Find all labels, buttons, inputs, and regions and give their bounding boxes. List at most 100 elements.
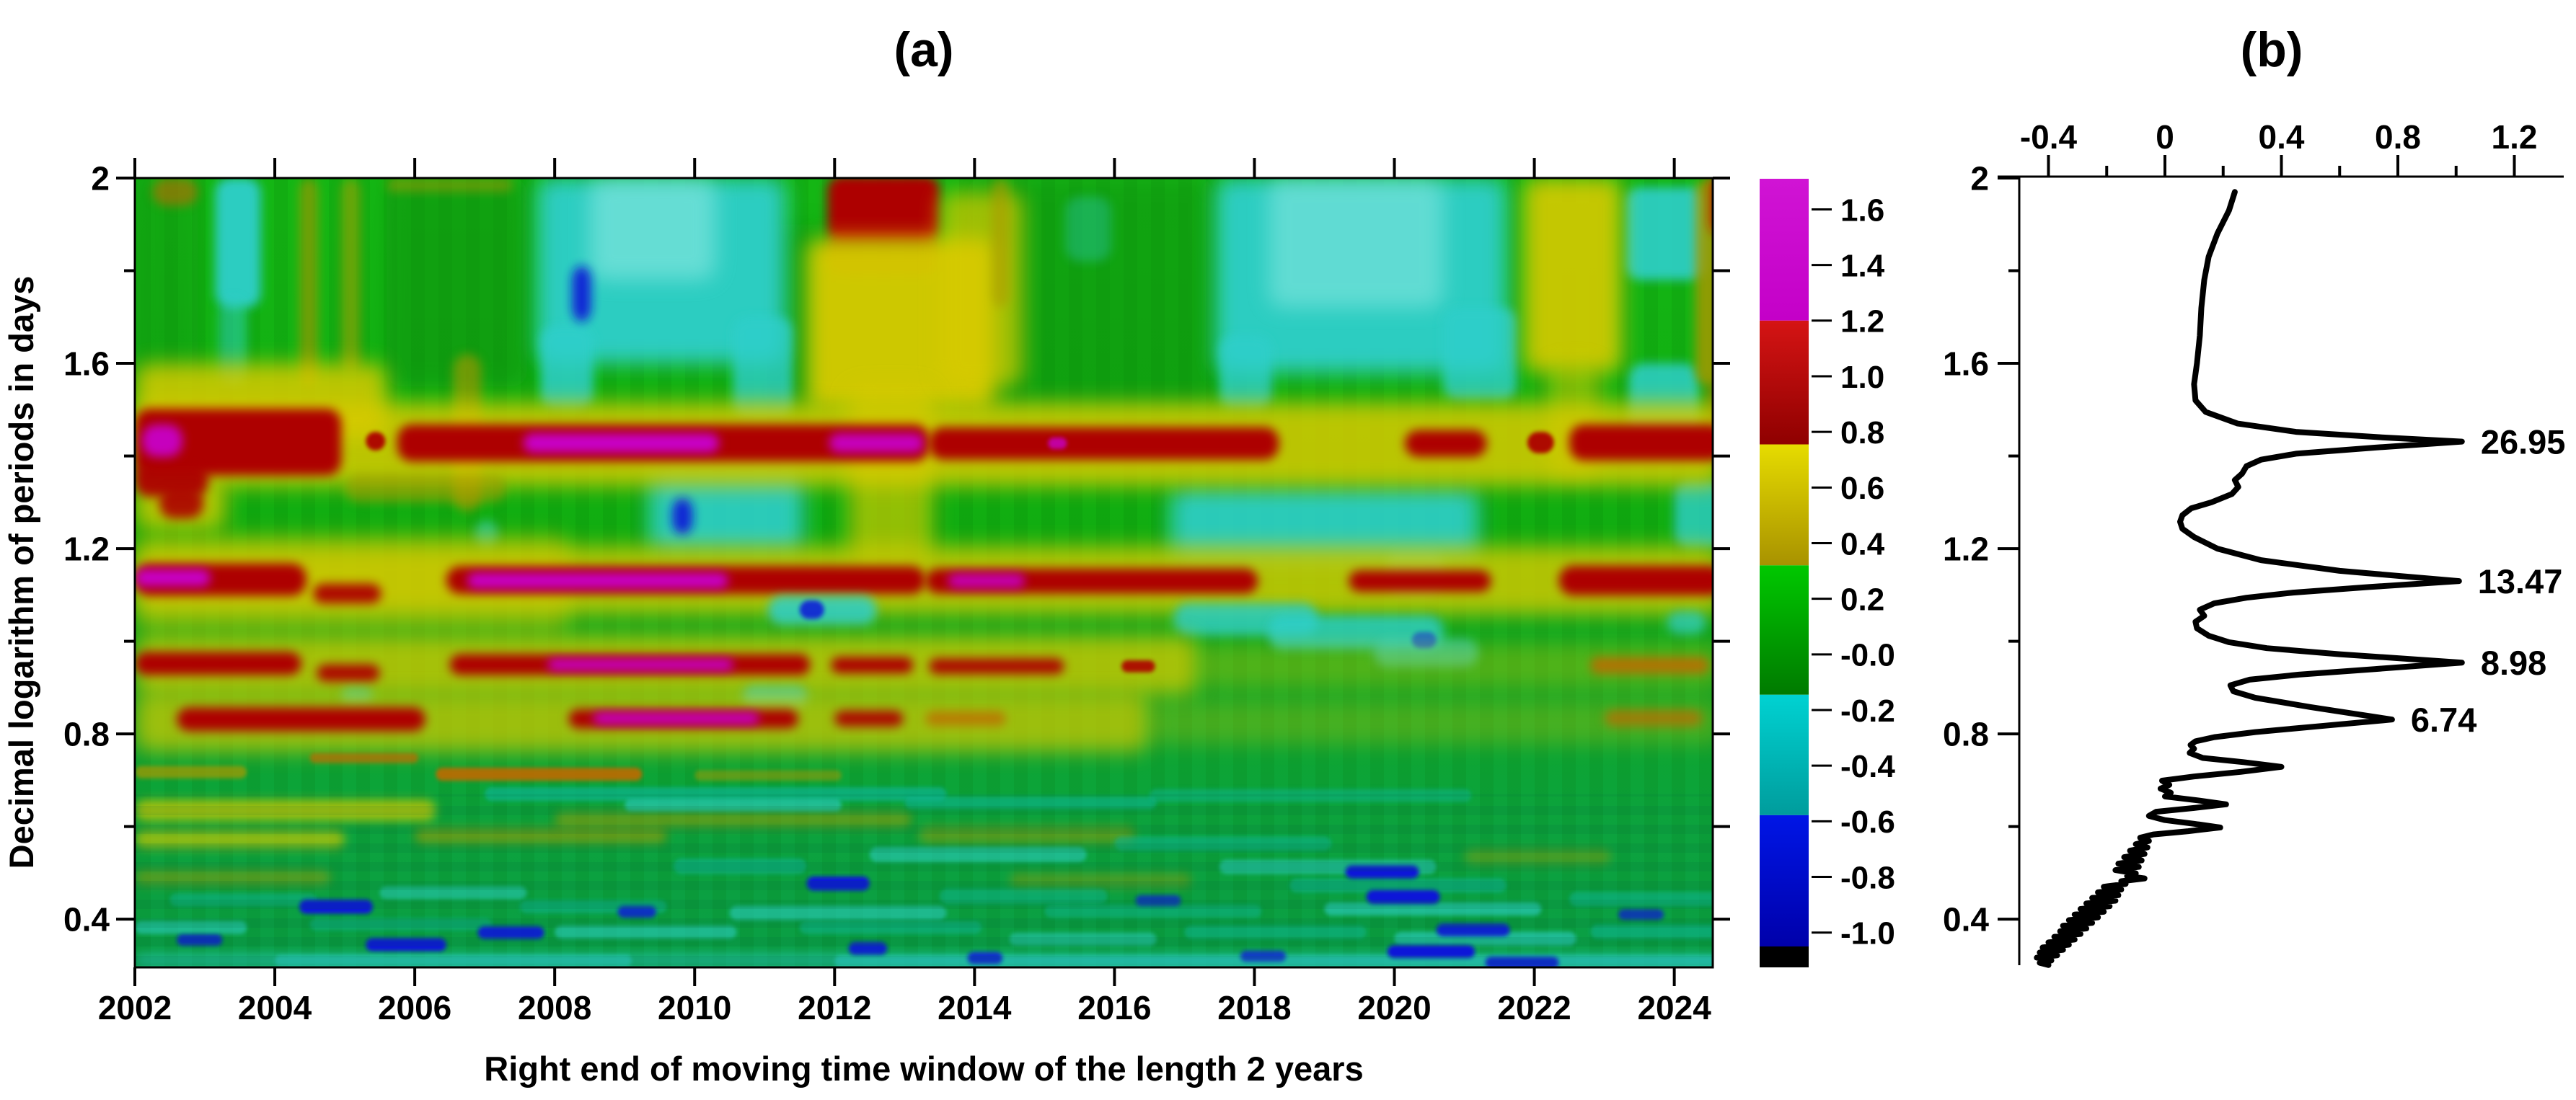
heatmap-feature-olive: [135, 766, 247, 779]
panel-a-heatmap-group: [135, 178, 1713, 967]
heatmap-feature-darkred: [366, 432, 386, 451]
heatmap-feature-blue: [572, 266, 591, 322]
panel-b-y-tick-label: 1.2: [1943, 531, 1989, 568]
heatmap-feature-cyan: [215, 178, 261, 308]
panel-a-x-tick-label: 2012: [798, 989, 871, 1026]
colorbar-band: [1760, 565, 1809, 695]
panel-a-x-tick-label: 2008: [518, 989, 591, 1026]
panel-a-x-tick-label: 2024: [1637, 989, 1711, 1026]
colorbar-band: [1760, 179, 1809, 321]
panel-b-title: (b): [2241, 22, 2303, 77]
peak-label: 8.98: [2481, 644, 2546, 682]
heatmap-feature-magenta: [523, 433, 720, 453]
heatmap-feature-olive: [1695, 178, 1713, 387]
heatmap-feature-magenta: [948, 573, 1025, 588]
panel-a-x-axis-label: Right end of moving time window of the l…: [484, 1050, 1363, 1088]
colorbar-tick-label: 0.6: [1840, 471, 1884, 506]
heatmap-feature-darkred: [177, 707, 425, 732]
heatmap-clipped: [135, 178, 1713, 967]
panel-b-x-tick-label: 1.2: [2492, 118, 2538, 156]
panel-a-x-tick-label: 2010: [658, 989, 731, 1026]
panel-a-x-tick-label: 2022: [1497, 989, 1571, 1026]
heatmap-feature-green_dark: [387, 178, 527, 387]
heatmap-feature-magenta: [1048, 437, 1067, 449]
heatmap-feature-yellow: [135, 534, 569, 632]
heatmap-feature-olive: [299, 178, 319, 387]
colorbar-band: [1760, 815, 1809, 946]
heatmap-feature-darkred: [1569, 424, 1713, 461]
panel-a-axes: 2002 2004 2006 2008 2010 2012 2014 2016 2018 2020…: [63, 158, 1730, 1026]
heatmap-feature-orange: [925, 711, 1007, 726]
peak-label: 6.74: [2411, 701, 2476, 739]
heatmap-feature-cyan: [1065, 196, 1111, 262]
panel-a-y-tick-label: 0.4: [63, 901, 110, 939]
peak-label: 26.95: [2481, 423, 2566, 461]
heatmap-feature-cyan: [1443, 307, 1517, 401]
panel-a-x-tick-label: 2020: [1357, 989, 1431, 1026]
heatmap-feature-green_dark: [135, 178, 198, 387]
panel-a-x-tick-label: 2018: [1217, 989, 1291, 1026]
heatmap-feature-orange: [436, 768, 643, 781]
panel-b-spectrum: -0.4 0 0.4 0.8 1.2 2 1.6 1.2 0.8 0.4 26.95 13.47 8.9…: [1943, 118, 2566, 968]
heatmap-feature-green_dark: [967, 178, 1213, 410]
heatmap-feature-darkred: [313, 583, 381, 603]
heatmap-feature-darkred: [1527, 432, 1554, 453]
heatmap-feature-blue: [799, 600, 824, 619]
panel-a-x-tick-label: 2014: [938, 989, 1012, 1026]
panel-b-x-tick-label: -0.4: [2020, 118, 2078, 156]
heatmap-feature-yellow: [1198, 643, 1713, 689]
heatmap-feature-darkred: [317, 664, 380, 683]
heatmap-feature-olive: [341, 178, 361, 373]
colorbar-tick-label: 0.2: [1840, 582, 1884, 618]
spectrum-curve: [2034, 189, 2465, 968]
heatmap-feature-darkred: [135, 463, 208, 497]
panel-a-y-axis-label: Decimal logarithm of periods in days: [2, 276, 40, 869]
panel-b-y-tick-label: 0.8: [1943, 716, 1989, 753]
heatmap-feature-darkred: [929, 427, 1279, 460]
colorbar-tick-label: -0.6: [1840, 804, 1895, 840]
panel-b-y-tick-label: 0.4: [1943, 901, 1989, 939]
heatmap-feature-cyan: [1219, 335, 1272, 410]
heatmap-feature-cyan: [733, 316, 793, 420]
panel-a-x-tick-label: 2006: [378, 989, 451, 1026]
heatmap-feature-darkred: [827, 178, 940, 243]
panel-a-x-tick-label: 2002: [98, 989, 172, 1026]
panel-a-title: (a): [894, 22, 953, 77]
panel-a-x-tick-label: 2004: [238, 989, 312, 1026]
heatmap-feature-olive: [992, 178, 1010, 308]
heatmap-feature-orange: [1590, 657, 1710, 674]
panel-a-y-tick-label: 0.8: [63, 716, 110, 753]
heatmap-feature-darkred: [135, 409, 342, 476]
heatmap-feature-magenta: [141, 424, 182, 457]
colorbar-band: [1760, 694, 1809, 815]
panel-b-y-tick-label: 2: [1970, 160, 1989, 198]
panel-a-frame: [133, 177, 1714, 969]
panel-b-x-tick-label: 0.4: [2259, 118, 2305, 156]
heatmap-feature-olive: [387, 178, 513, 192]
heatmap-horizontal-texture: [135, 794, 1713, 967]
heatmap-feature-cyan: [540, 326, 594, 410]
heatmap-feature-blue: [672, 497, 693, 535]
heatmap-feature-olive: [694, 770, 842, 781]
heatmap-feature-yellow: [939, 192, 1024, 387]
colorbar: 1.6 1.4 1.2 1.0 0.8 0.6 0.4 0.2 -0.0 -0.2 -0.4 -0.6…: [1760, 179, 1895, 967]
heatmap-feature-orange: [309, 753, 418, 763]
colorbar-band: [1760, 320, 1809, 445]
heatmap-feature-magenta: [829, 433, 925, 453]
panel-a-y-tick-label: 1.2: [63, 531, 110, 568]
heatmap-feature-olive: [345, 474, 506, 502]
colorbar-tick-label: 0.4: [1840, 526, 1885, 562]
heatmap-feature-orange: [152, 178, 198, 206]
heatmap-feature-cyan: [1674, 479, 1713, 549]
colorbar-band: [1760, 444, 1809, 566]
panel-b-y-tick-label: 1.6: [1943, 345, 1989, 383]
heatmap-feature-cyan: [1170, 488, 1478, 563]
colorbar-tick-label: -0.8: [1840, 860, 1895, 895]
colorbar-tick-label: -0.4: [1840, 749, 1895, 784]
heatmap-feature-darkred: [1405, 430, 1487, 457]
colorbar-tick-label: 1.6: [1840, 192, 1884, 228]
panel-a-x-tick-label: 2016: [1077, 989, 1151, 1026]
heatmap-feature-darkred: [834, 710, 904, 727]
colorbar-tick-label: 0.8: [1840, 415, 1884, 451]
